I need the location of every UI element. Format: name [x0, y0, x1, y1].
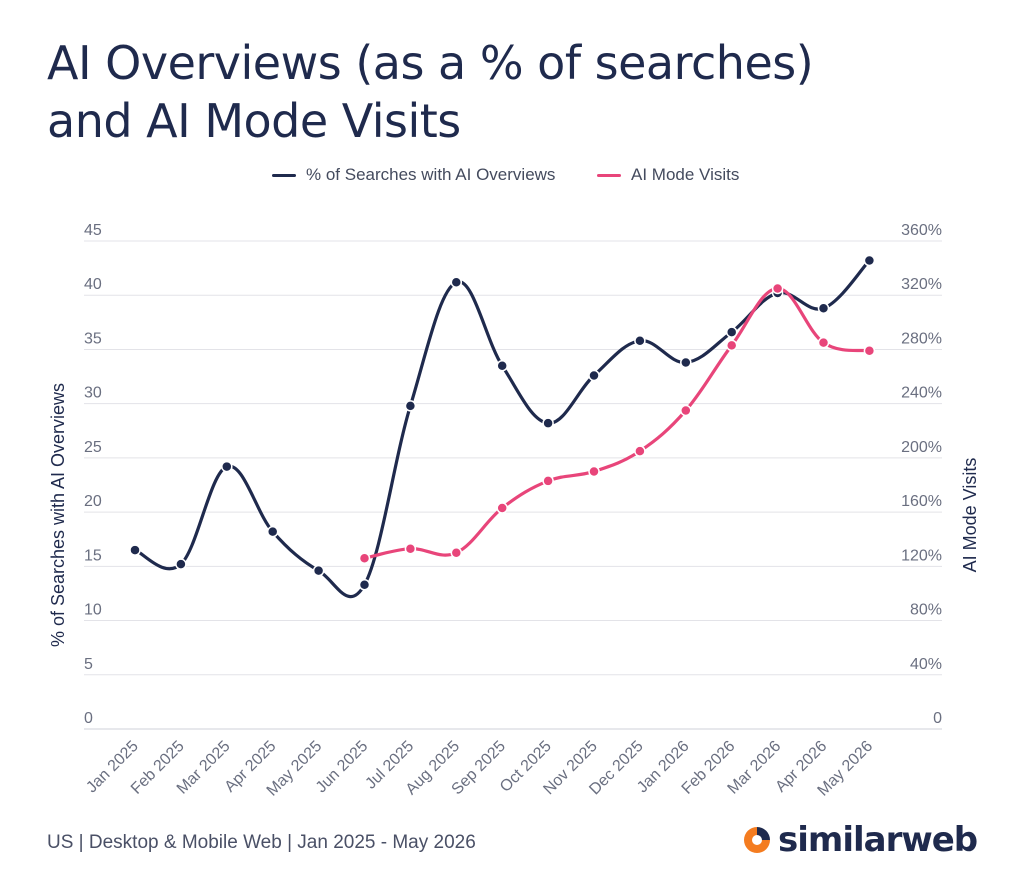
series-ai-mode-visits-point [542, 475, 554, 487]
series-ai-overviews-point [680, 356, 692, 369]
y-left-tick-label: 20 [84, 493, 102, 510]
y-right-tick-label: 160% [901, 493, 942, 510]
series-ai-overviews-point [266, 525, 279, 538]
series-ai-overviews-point [129, 544, 141, 556]
legend-item-ai-mode: AI Mode Visits [597, 165, 739, 185]
y-left-tick-label: 30 [84, 385, 102, 402]
y-left-tick-label: 25 [84, 439, 102, 456]
y-right-tick-label: 240% [901, 385, 942, 402]
y-left-tick-label: 10 [84, 602, 102, 619]
y-right-tick-label: 360% [901, 222, 942, 239]
chart-legend: % of Searches with AI Overviews AI Mode … [0, 165, 1024, 189]
y-left-tick-label: 5 [84, 656, 93, 673]
y-left-tick-label: 35 [84, 330, 102, 347]
series-ai-mode-visits-point [680, 404, 692, 417]
series-ai-mode-visits-point [634, 445, 646, 457]
series-ai-overviews-point [817, 302, 830, 314]
y-left-axis-title: % of Searches with AI Overviews [48, 383, 68, 647]
series-ai-overviews-point [588, 369, 600, 382]
y-right-tick-label: 0 [933, 710, 942, 727]
chart-title: AI Overviews (as a % of searches) and AI… [47, 34, 1007, 150]
y-left-tick-label: 40 [84, 276, 102, 293]
series-ai-overviews-point [634, 335, 646, 347]
series-ai-mode-visits-point [863, 345, 876, 357]
y-right-tick-label: 200% [901, 439, 942, 456]
chart-title-line-1: AI Overviews (as a % of searches) [47, 36, 814, 90]
y-left-tick-label: 15 [84, 547, 102, 564]
series-ai-overviews-point [450, 276, 463, 288]
y-right-tick-label: 120% [901, 547, 942, 564]
series-ai-overviews-point [404, 400, 417, 412]
legend-swatch-navy [272, 173, 296, 177]
series-ai-overviews-point [863, 254, 876, 267]
series-ai-overviews-point [542, 417, 554, 429]
series-ai-mode-visits-point [725, 339, 738, 352]
similarweb-logo-icon [744, 827, 770, 853]
series-ai-overviews-point [175, 558, 187, 570]
y-left-tick-label: 0 [84, 710, 93, 727]
series-ai-mode-visits-point [358, 552, 371, 564]
series-ai-overviews-point [221, 460, 233, 473]
series-ai-mode-visits-point [588, 465, 600, 478]
series-ai-mode-visits-line [362, 286, 871, 560]
y-right-tick-label: 320% [901, 276, 942, 293]
chart-title-line-2: and AI Mode Visits [47, 94, 461, 148]
series-ai-mode-visits-point [496, 502, 508, 514]
legend-label-ai-overviews: % of Searches with AI Overviews [306, 165, 556, 184]
series-ai-overviews-point [358, 579, 371, 591]
series-ai-overviews-point [725, 326, 738, 338]
legend-label-ai-mode: AI Mode Visits [631, 165, 740, 184]
series-ai-mode-visits-point [771, 282, 784, 295]
brand-wordmark: similarweb [778, 820, 978, 860]
y-right-axis-title: AI Mode Visits [960, 458, 980, 573]
series-ai-overviews-point [312, 564, 325, 577]
y-right-tick-label: 40% [910, 656, 942, 673]
series-ai-mode-visits-point [817, 336, 830, 349]
series-ai-mode-visits-point [450, 547, 463, 559]
y-right-tick-label: 80% [910, 602, 942, 619]
series-ai-mode-visits-point [404, 542, 417, 555]
brand-logo: similarweb [742, 820, 978, 860]
footer-source-note: US | Desktop & Mobile Web | Jan 2025 - M… [47, 832, 476, 853]
legend-item-ai-overviews: % of Searches with AI Overviews [272, 165, 555, 185]
y-right-tick-label: 280% [901, 330, 942, 347]
y-left-tick-label: 45 [84, 222, 102, 239]
series-ai-overviews-point [496, 359, 508, 372]
series-ai-overviews-line [133, 258, 871, 599]
legend-swatch-pink [597, 173, 621, 177]
